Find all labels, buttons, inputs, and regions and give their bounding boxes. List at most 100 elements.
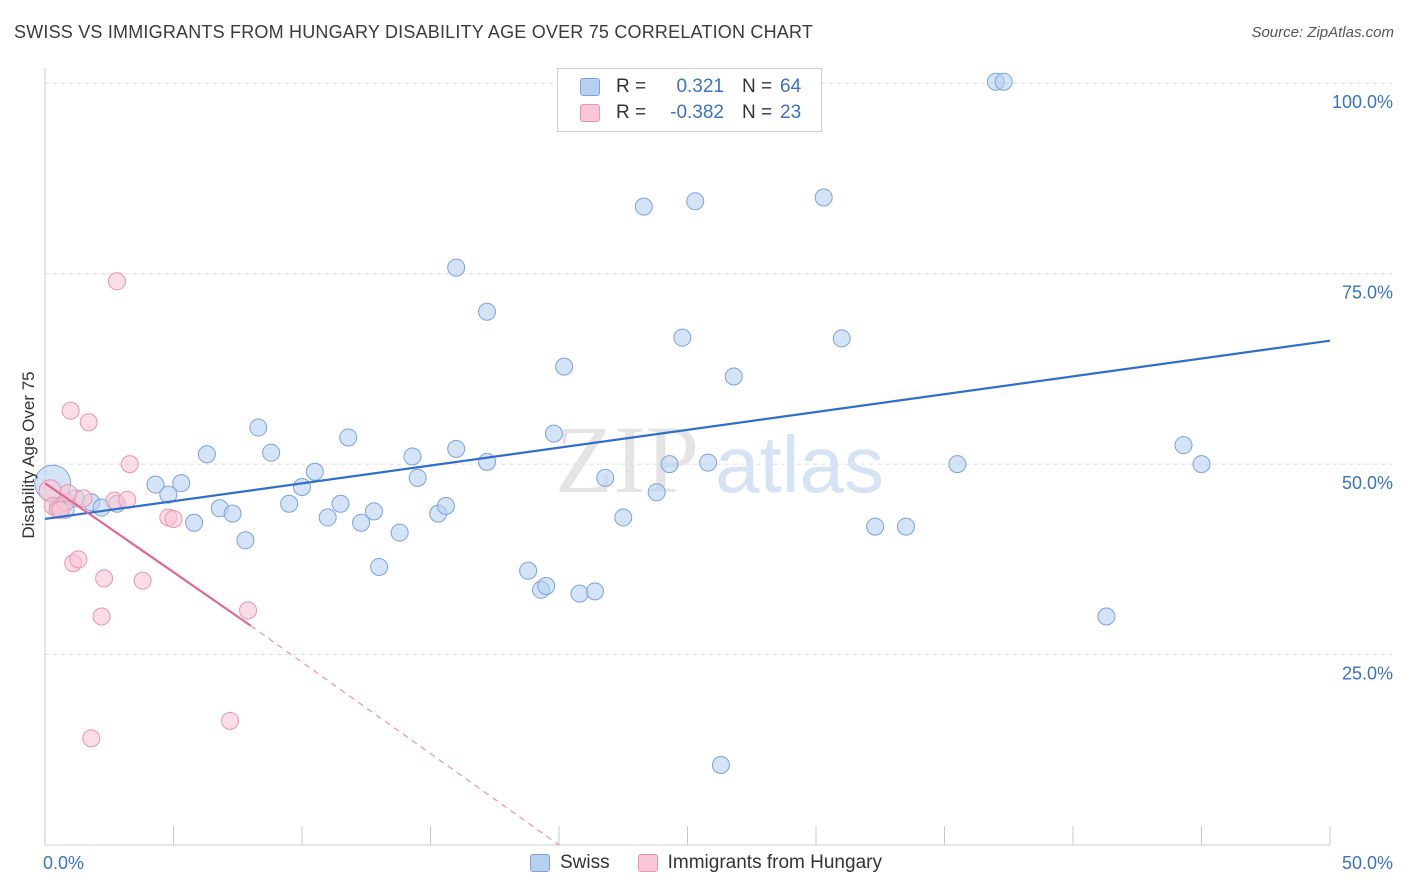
- swiss-point: [724, 367, 743, 386]
- y-tick-label: 50.0%: [1342, 473, 1393, 493]
- axes: [44, 68, 1331, 846]
- swiss-point: [866, 517, 885, 536]
- legend-item-hungary: Immigrants from Hungary: [637, 852, 882, 874]
- swiss-point: [339, 428, 358, 447]
- swiss-point: [146, 475, 165, 494]
- legend-row-swiss: R = 0.321 N = 64: [580, 75, 801, 99]
- swiss-point: [197, 445, 216, 464]
- swiss-point: [172, 474, 191, 493]
- trendlines: [44, 339, 1331, 846]
- swiss-point: [1174, 436, 1193, 455]
- swiss-point: [537, 577, 556, 595]
- source-label: Source: ZipAtlas.com: [1251, 24, 1394, 41]
- legend-r-value: 0.321: [676, 76, 724, 97]
- swiss-point: [447, 258, 466, 277]
- legend-n-label: N =: [742, 102, 773, 123]
- swiss-point: [948, 455, 967, 474]
- swiss-point: [555, 357, 574, 376]
- swiss-point: [896, 517, 915, 536]
- x-tick-label: 0.0%: [43, 853, 84, 873]
- swiss-point: [478, 302, 497, 321]
- legend-n-value: 64: [780, 76, 802, 97]
- hungary-point: [69, 550, 88, 569]
- swiss-point: [403, 447, 422, 466]
- swiss-point: [634, 197, 653, 216]
- gridlines: [45, 82, 1392, 656]
- hungary-point: [120, 455, 139, 474]
- swiss-point: [280, 494, 299, 513]
- swiss-point: [318, 508, 337, 527]
- swiss-swatch: [580, 78, 600, 96]
- swiss-point: [223, 504, 242, 523]
- hungary-point: [74, 489, 93, 508]
- y-tick-label: 25.0%: [1342, 664, 1393, 684]
- legend-row-hungary: R = -0.382 N = 23: [580, 101, 801, 125]
- swiss-point: [408, 468, 427, 487]
- hungary-point: [95, 569, 114, 588]
- swiss-point: [614, 508, 633, 527]
- legend-r-label: R =: [616, 102, 647, 123]
- swiss-point: [352, 513, 371, 532]
- y-tick-labels: 25.0% 50.0% 75.0% 100.0%: [1332, 92, 1393, 683]
- swiss-swatch: [530, 854, 550, 872]
- hungary-point: [79, 413, 98, 432]
- x-tick-labels: 0.0% 50.0%: [43, 853, 1393, 873]
- hungary-points: [38, 272, 258, 748]
- correlation-legend: R = 0.321 N = 64 R = -0.382 N = 23: [557, 68, 822, 132]
- legend-n-label: N =: [742, 76, 773, 97]
- swiss-point: [331, 494, 350, 513]
- swiss-point: [647, 483, 666, 502]
- hungary-point: [51, 500, 70, 519]
- swiss-point: [686, 192, 705, 211]
- swiss-point: [390, 523, 409, 542]
- swiss-point: [447, 439, 466, 458]
- swiss-point: [1097, 607, 1116, 626]
- hungary-point: [107, 272, 126, 291]
- swiss-point: [814, 188, 833, 207]
- swiss-point: [364, 502, 383, 521]
- hungary-trendline: [44, 482, 252, 627]
- swiss-point: [436, 497, 455, 516]
- watermark-zip: ZIP: [555, 406, 699, 513]
- swiss-point: [293, 477, 311, 496]
- hungary-trendline-extension: [250, 625, 560, 846]
- hungary-point: [133, 571, 152, 590]
- swiss-point: [159, 485, 178, 504]
- swiss-point: [236, 531, 255, 550]
- swiss-point: [185, 513, 204, 532]
- swiss-point: [596, 468, 615, 487]
- watermark-atlas: atlas: [715, 420, 884, 509]
- hungary-point: [239, 601, 258, 620]
- chart-title: SWISS VS IMMIGRANTS FROM HUNGARY DISABIL…: [14, 22, 814, 42]
- x-tick-label: 50.0%: [1342, 853, 1393, 873]
- hungary-point: [164, 509, 183, 528]
- swiss-point: [262, 443, 281, 462]
- hungary-point: [92, 607, 111, 626]
- swiss-point: [832, 329, 851, 348]
- y-tick-label: 75.0%: [1342, 283, 1393, 303]
- swiss-point: [249, 418, 268, 437]
- swiss-point: [699, 453, 718, 472]
- y-tick-label: 100.0%: [1332, 92, 1393, 112]
- swiss-trendline: [44, 339, 1331, 521]
- swiss-point: [994, 72, 1013, 91]
- watermark: ZIP atlas: [555, 406, 884, 513]
- legend-r-label: R =: [616, 76, 647, 97]
- legend-r-value: -0.382: [670, 102, 724, 123]
- swiss-point: [1192, 455, 1211, 474]
- legend-n-value: 23: [780, 102, 802, 123]
- swiss-point: [570, 584, 589, 603]
- swiss-point: [711, 756, 730, 775]
- hungary-swatch: [580, 104, 600, 122]
- swiss-point: [370, 557, 389, 576]
- legend-item-swiss: Swiss: [530, 852, 610, 874]
- swiss-point: [519, 561, 538, 580]
- legend-swiss-label: Swiss: [560, 852, 610, 873]
- legend-hungary-label: Immigrants from Hungary: [667, 852, 882, 873]
- hungary-point: [221, 711, 240, 730]
- hungary-point: [82, 729, 101, 748]
- series-legend: Swiss Immigrants from Hungary: [530, 852, 910, 874]
- swiss-point: [673, 328, 692, 347]
- swiss-point: [305, 462, 324, 481]
